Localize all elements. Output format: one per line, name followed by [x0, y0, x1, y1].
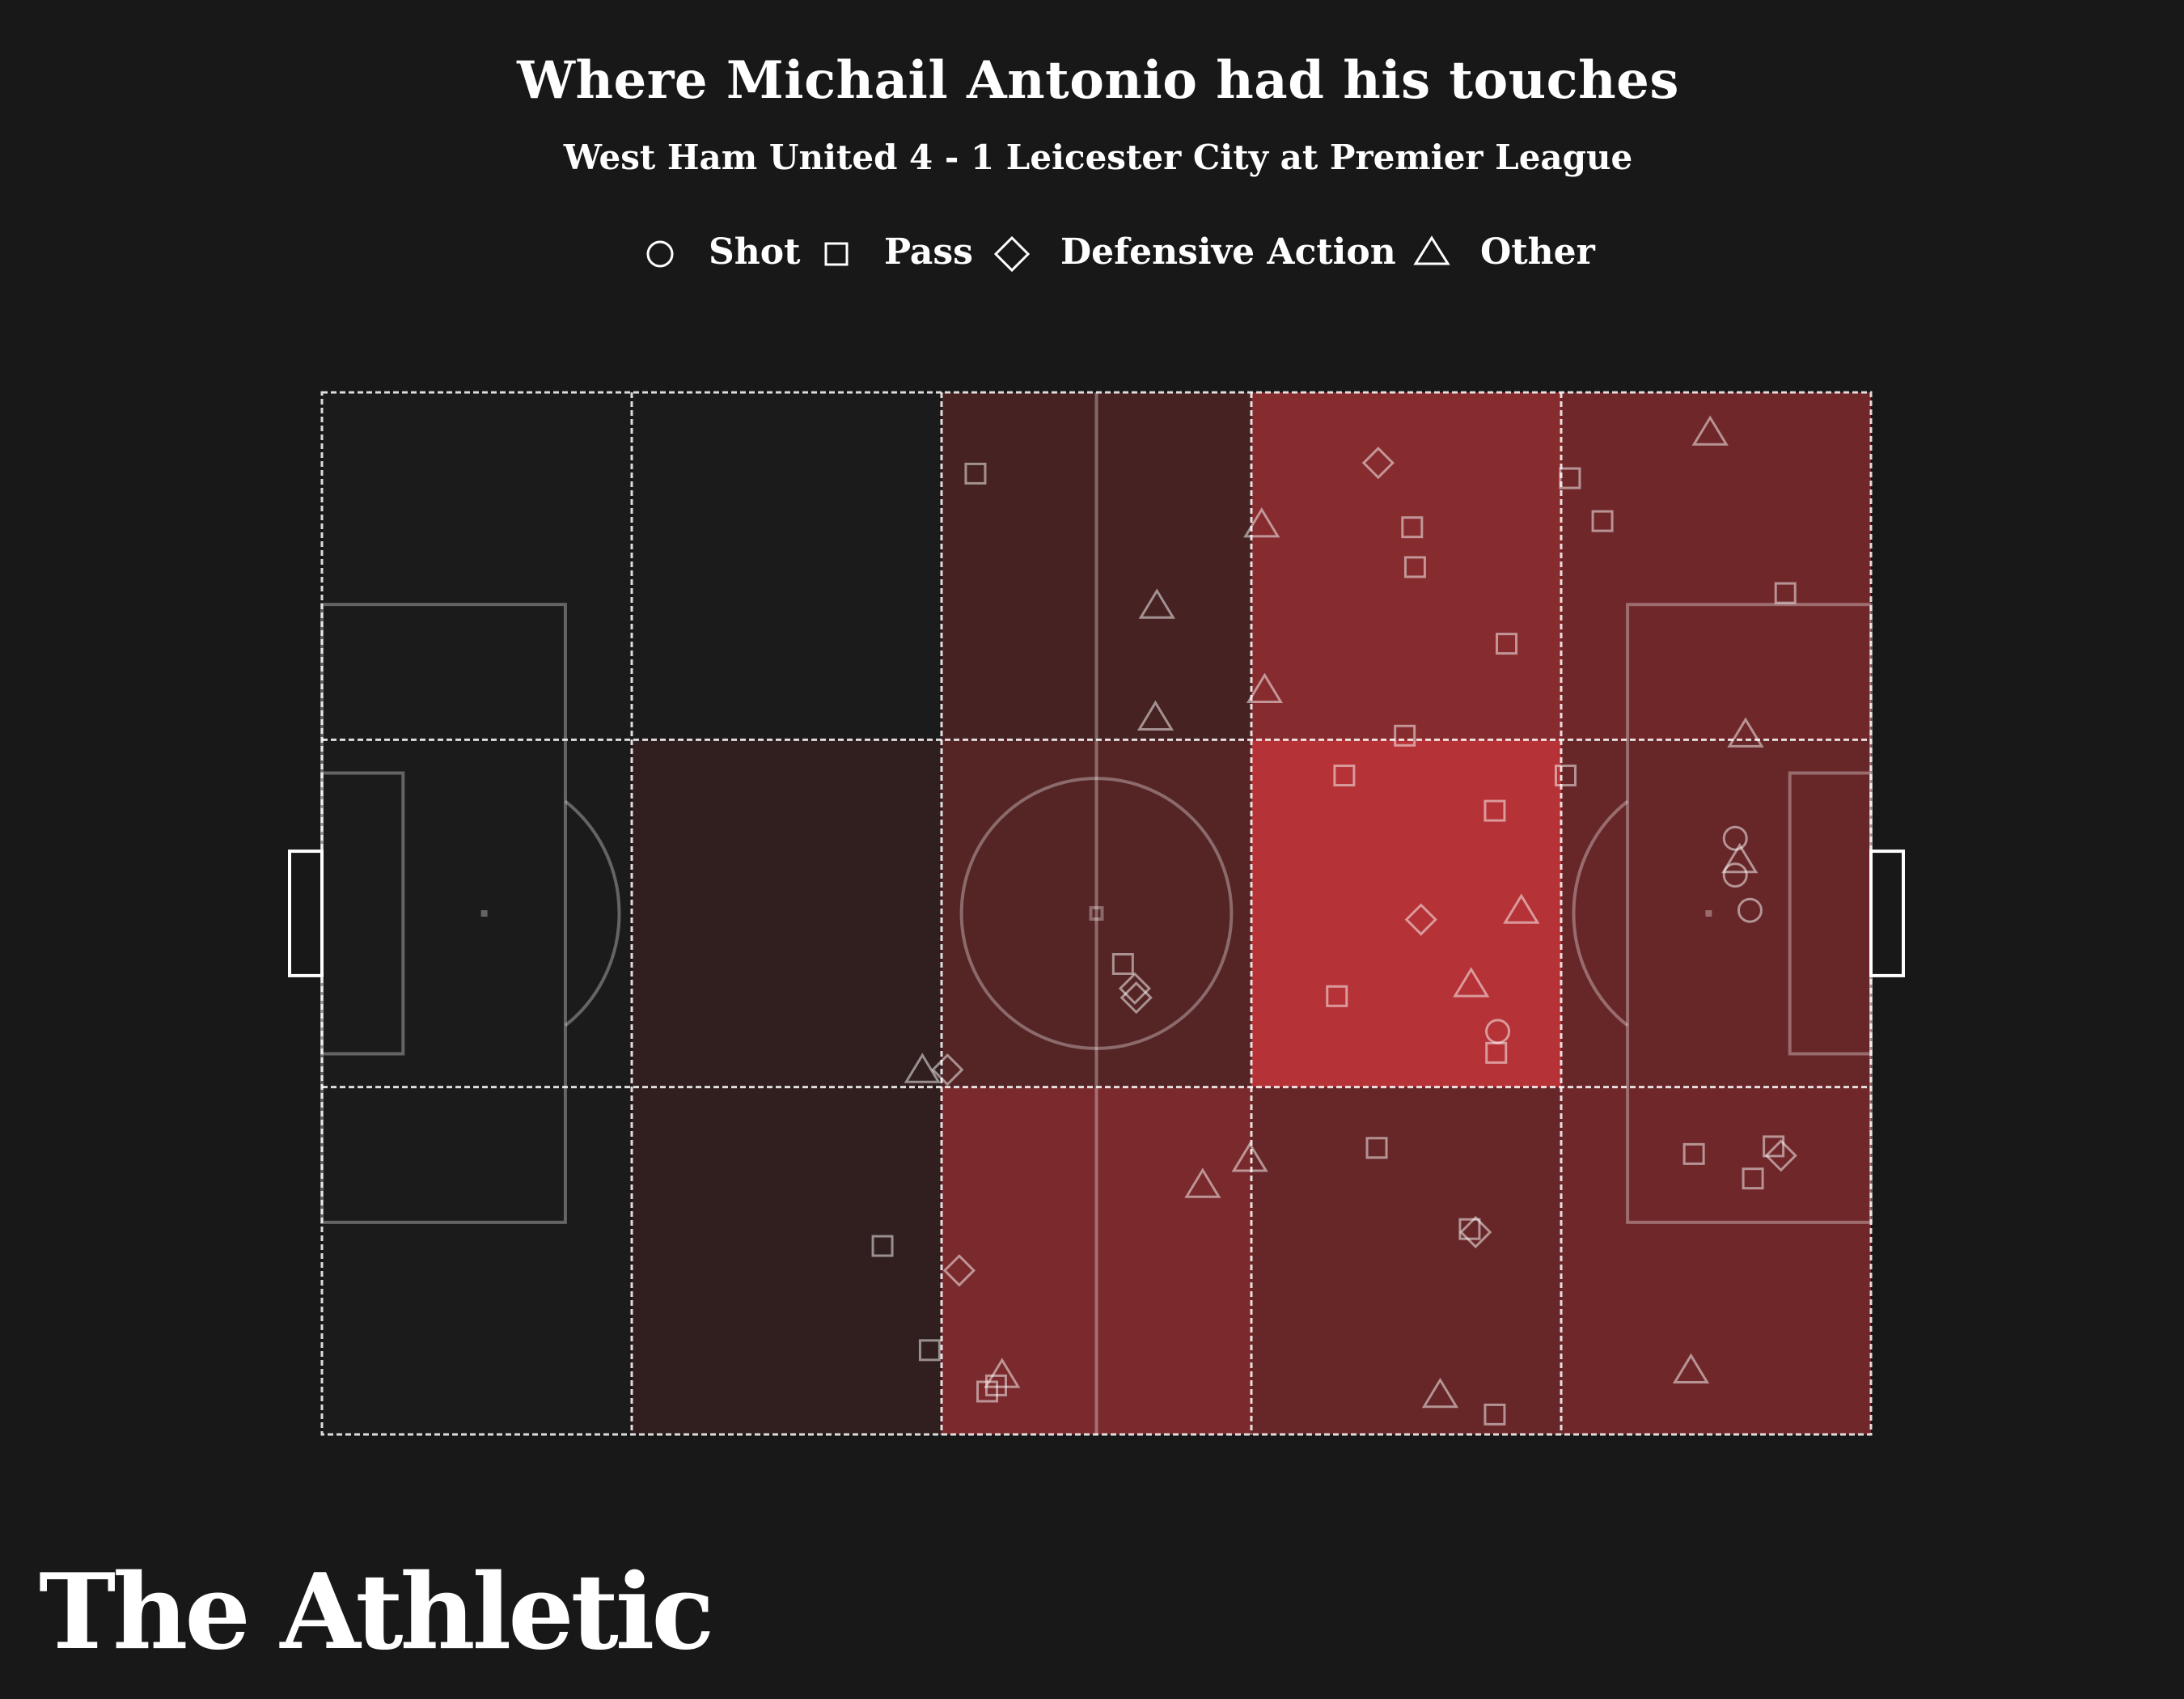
left-penalty-spot — [480, 910, 488, 917]
right-penalty-arc — [1572, 799, 1629, 1027]
right-goal — [1869, 850, 1905, 977]
touch-pass-15 — [1333, 765, 1356, 787]
touch-defensive-37 — [1459, 1215, 1492, 1249]
touch-other-6 — [1246, 672, 1284, 703]
legend-shot-label: Shot — [709, 231, 801, 273]
heat-zone-r2-c4 — [1561, 1087, 1871, 1434]
heat-zone-r1-c2 — [942, 739, 1251, 1087]
heat-zone-r2-c3 — [1251, 1087, 1561, 1434]
left-penalty-arc — [564, 799, 621, 1027]
chart-title: Where Michail Antonio had his touches — [517, 50, 1679, 111]
heat-zone-r2-c1 — [632, 1087, 942, 1434]
legend-pass-icon — [824, 242, 849, 266]
chart-subtitle: West Ham United 4 - 1 Leicester City at … — [563, 138, 1633, 177]
touch-other-34 — [1231, 1142, 1268, 1172]
zone-borders — [320, 391, 1873, 1436]
touch-other-5 — [1138, 588, 1175, 619]
touch-shot-29 — [1722, 862, 1748, 888]
the-athletic-logo: The Athletic — [39, 1552, 714, 1673]
touch-shot-30 — [1737, 897, 1763, 923]
touch-other-28 — [1721, 842, 1759, 874]
heat-zone-r0-c4 — [1561, 392, 1871, 740]
touch-other-31 — [904, 1053, 941, 1083]
touch-other-49 — [1421, 1377, 1459, 1409]
heat-zone-r0-c2 — [942, 392, 1251, 740]
touch-defensive-2 — [1361, 447, 1395, 480]
touch-defensive-25 — [1118, 972, 1152, 1005]
touch-pass-4 — [1403, 556, 1426, 578]
touch-pass-41 — [1742, 1167, 1764, 1190]
touch-pass-42 — [871, 1235, 894, 1257]
touch-shot-27 — [1722, 825, 1748, 851]
touch-pass-44 — [918, 1339, 941, 1362]
legend-defensive-icon — [993, 235, 1031, 273]
heat-zone-r1-c3 — [1251, 739, 1561, 1087]
touch-other-19 — [1503, 893, 1540, 924]
touch-defensive-26 — [1120, 981, 1153, 1015]
center-circle — [959, 777, 1234, 1050]
zone-outline — [320, 391, 1873, 1436]
touch-pass-36 — [1458, 1218, 1481, 1240]
touch-pass-3 — [1401, 516, 1424, 539]
heat-zone-r1-c4 — [1561, 739, 1871, 1087]
touch-pass-33 — [1365, 1137, 1388, 1159]
touch-pass-9 — [1394, 724, 1416, 747]
touch-pass-21 — [1326, 985, 1348, 1007]
touch-other-12 — [1691, 415, 1729, 446]
touch-defensive-40 — [1764, 1139, 1797, 1172]
touch-pass-13 — [1774, 582, 1797, 604]
touch-pass-10 — [1559, 467, 1581, 489]
touch-other-14 — [1727, 717, 1764, 748]
touch-pass-17 — [1554, 765, 1577, 787]
touch-pass-16 — [1484, 799, 1506, 822]
touch-other-1 — [1243, 507, 1280, 538]
legend-other-label: Other — [1480, 231, 1595, 273]
touch-defensive-32 — [931, 1053, 964, 1087]
legend — [646, 235, 1450, 273]
touch-pass-39 — [1763, 1135, 1785, 1158]
touch-pass-47 — [976, 1380, 999, 1403]
touch-pass-38 — [1682, 1142, 1705, 1165]
left-goal — [288, 850, 324, 977]
touch-other-45 — [984, 1358, 1021, 1388]
touch-markers — [871, 415, 1797, 1426]
touch-pass-23 — [1485, 1041, 1508, 1064]
touch-other-48 — [1672, 1353, 1710, 1383]
pitch-background — [322, 392, 1871, 1434]
right-penalty-spot — [1705, 910, 1712, 917]
touch-pass-24 — [1111, 953, 1134, 976]
touch-pass-0 — [964, 462, 987, 485]
legend-defensive-label: Defensive Action — [1060, 231, 1396, 273]
touch-other-20 — [1453, 967, 1490, 998]
touch-pass-11 — [1591, 510, 1614, 532]
legend-pass-label: Pass — [884, 231, 973, 273]
touch-other-35 — [1184, 1167, 1221, 1198]
touch-pass-50 — [1484, 1403, 1506, 1426]
center-spot — [1089, 906, 1104, 921]
touch-pass-8 — [1496, 633, 1518, 655]
touch-defensive-18 — [1404, 903, 1437, 936]
legend-shot-icon — [646, 240, 674, 268]
touch-defensive-43 — [942, 1254, 976, 1287]
legend-other-icon — [1413, 235, 1450, 265]
heat-zone-r1-c1 — [632, 739, 942, 1087]
touch-other-7 — [1136, 700, 1175, 731]
